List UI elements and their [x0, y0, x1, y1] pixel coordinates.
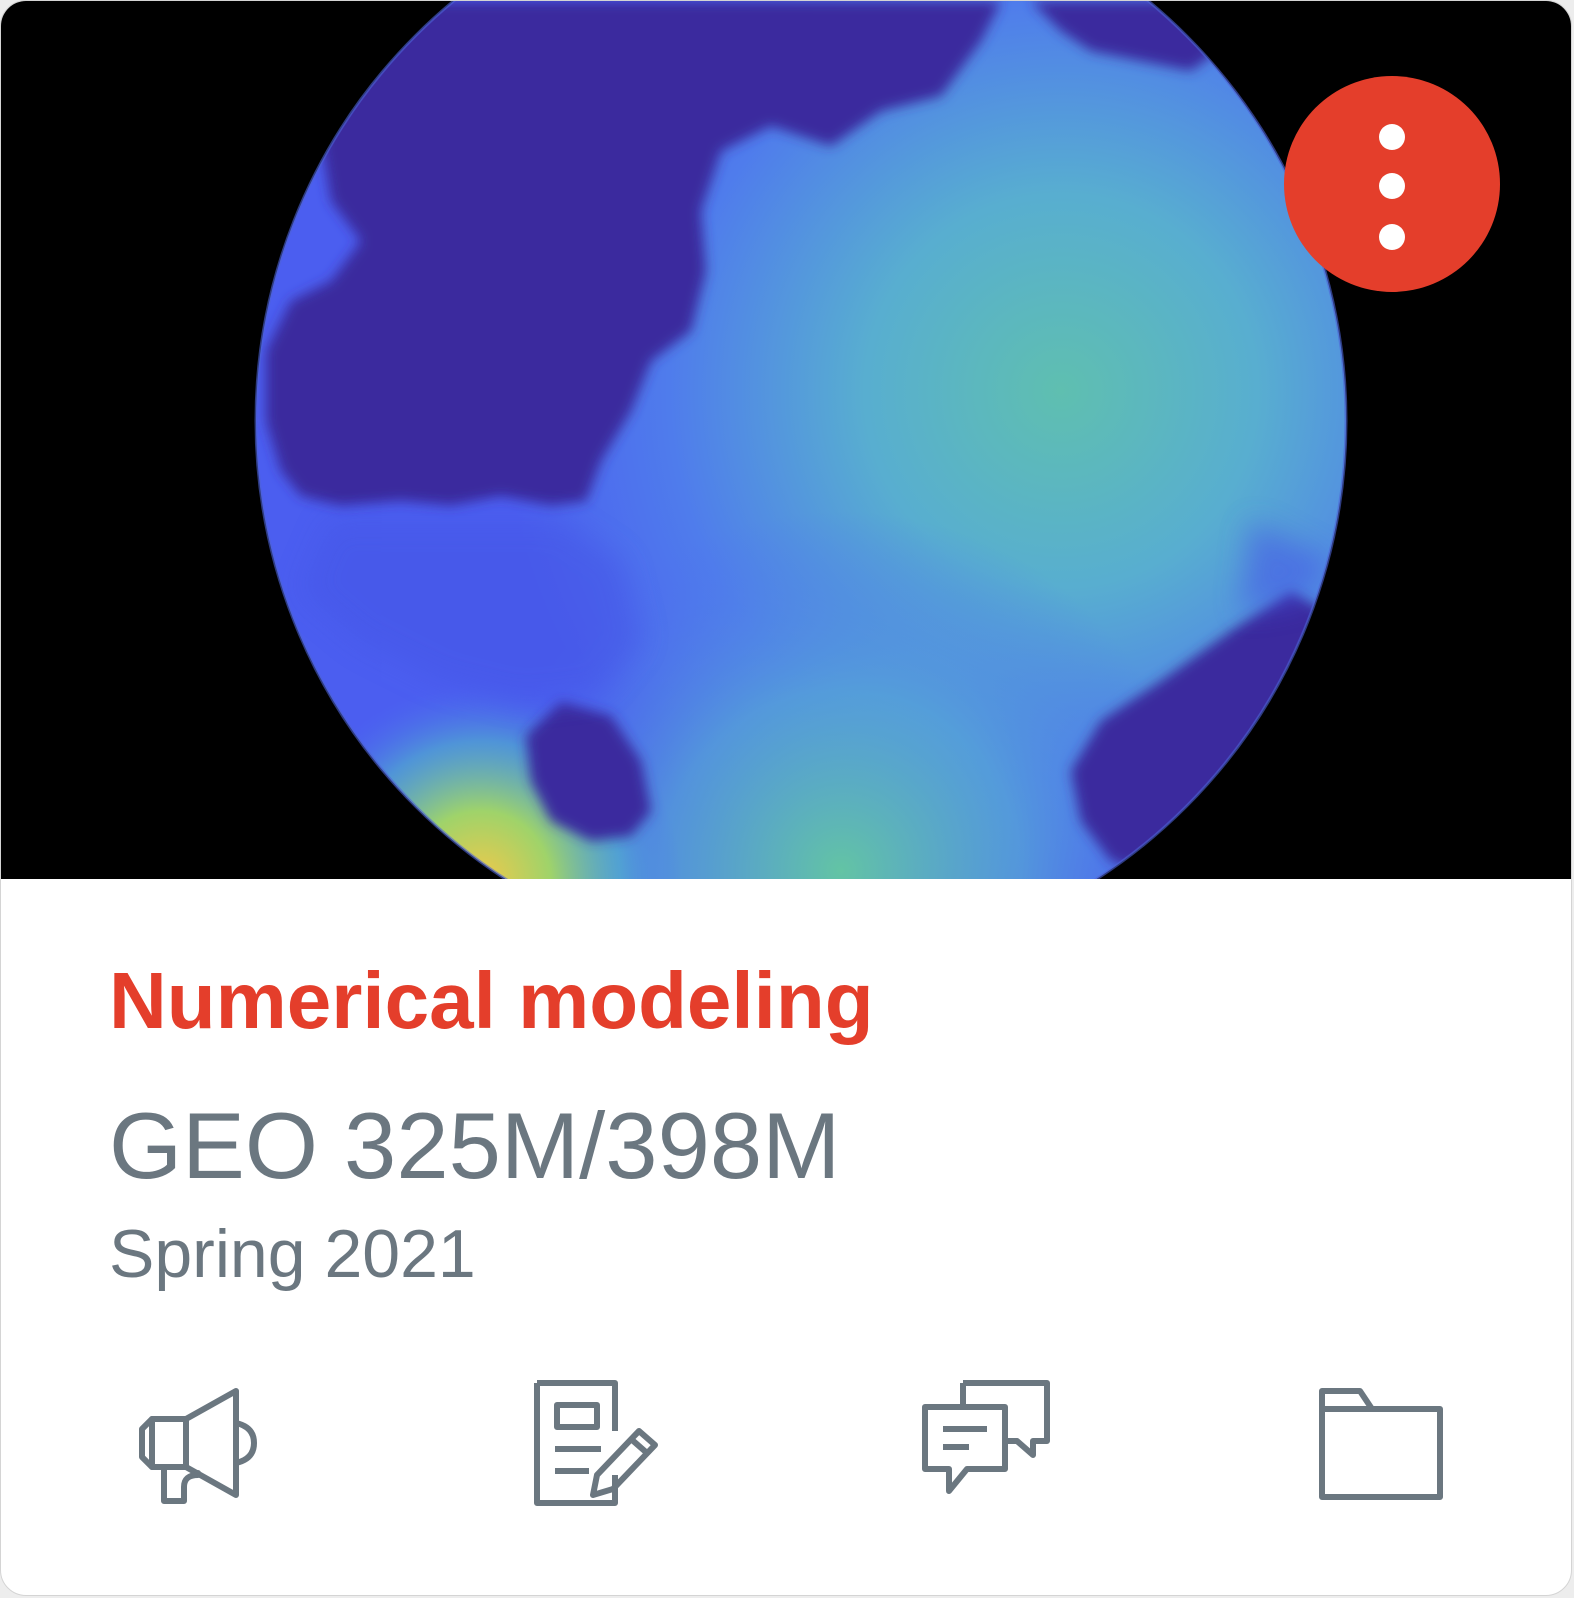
files-icon — [1319, 1388, 1443, 1500]
course-hero-image[interactable] — [1, 1, 1571, 879]
globe-simulation-image — [254, 1, 1348, 879]
more-vertical-icon-dot — [1379, 173, 1405, 199]
course-options-button[interactable] — [1284, 76, 1500, 292]
announcements-button[interactable] — [136, 1379, 266, 1509]
discussions-button[interactable] — [921, 1379, 1051, 1509]
assignments-icon — [534, 1380, 658, 1506]
announcements-icon — [139, 1388, 257, 1504]
assignments-button[interactable] — [531, 1379, 661, 1509]
course-card-body: Numerical modeling GEO 325M/398M Spring … — [1, 879, 1571, 1595]
discussions-icon — [922, 1380, 1050, 1494]
course-term: Spring 2021 — [109, 1216, 476, 1292]
course-code: GEO 325M/398M — [109, 1093, 841, 1198]
more-vertical-icon — [1379, 124, 1405, 150]
more-vertical-icon-dot — [1379, 224, 1405, 250]
course-title[interactable]: Numerical modeling — [109, 956, 874, 1045]
files-button[interactable] — [1316, 1379, 1446, 1509]
